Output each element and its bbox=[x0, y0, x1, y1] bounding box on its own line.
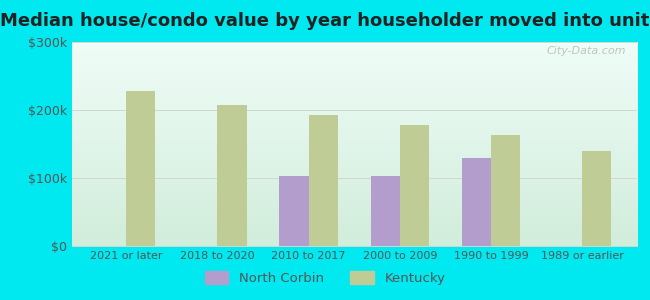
Bar bbox=[370, 176, 400, 246]
Bar bbox=[400, 125, 429, 246]
Bar bbox=[309, 115, 338, 246]
Bar bbox=[126, 91, 155, 246]
Bar bbox=[280, 176, 309, 246]
Bar bbox=[462, 158, 491, 246]
Bar bbox=[370, 176, 400, 246]
Bar bbox=[491, 135, 520, 246]
Text: Median house/condo value by year householder moved into unit: Median house/condo value by year househo… bbox=[0, 12, 650, 30]
Bar bbox=[400, 125, 429, 246]
Bar bbox=[582, 151, 612, 246]
Text: City-Data.com: City-Data.com bbox=[546, 46, 626, 56]
Bar bbox=[126, 91, 155, 246]
Bar bbox=[462, 158, 491, 246]
Legend: North Corbin, Kentucky: North Corbin, Kentucky bbox=[199, 266, 451, 290]
Bar bbox=[309, 115, 338, 246]
Bar bbox=[280, 176, 309, 246]
Bar bbox=[491, 135, 520, 246]
Bar bbox=[582, 151, 612, 246]
Bar bbox=[218, 105, 246, 246]
Bar bbox=[218, 105, 246, 246]
